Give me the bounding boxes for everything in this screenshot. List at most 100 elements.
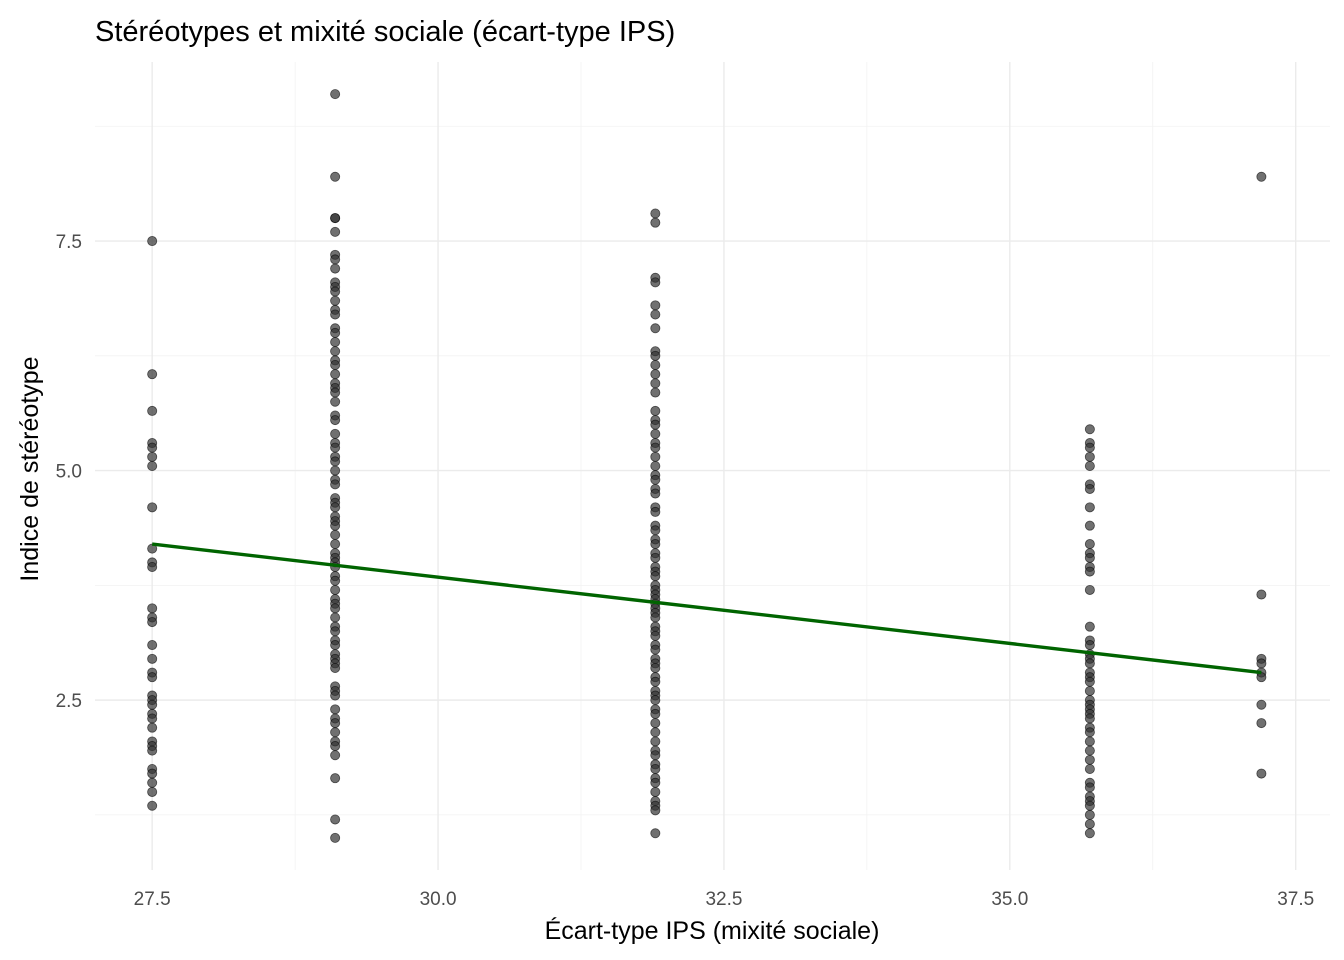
data-point (330, 814, 341, 825)
data-point (330, 254, 341, 265)
data-point (650, 663, 661, 674)
data-point (650, 805, 661, 816)
data-point (147, 442, 158, 453)
data-point (650, 552, 661, 563)
major-gridlines (95, 62, 1330, 870)
y-tick-label: 2.5 (56, 691, 82, 712)
data-point (650, 323, 661, 334)
data-point (1084, 621, 1095, 632)
data-point (330, 171, 341, 182)
data-point (330, 309, 341, 320)
data-point (650, 727, 661, 738)
data-point (330, 346, 341, 357)
data-point (147, 768, 158, 779)
data-point (330, 263, 341, 274)
data-point (650, 539, 661, 550)
data-point (330, 442, 341, 453)
data-point (147, 786, 158, 797)
data-point (1084, 451, 1095, 462)
y-axis-title: Indice de stéréotype (16, 356, 44, 581)
data-point (330, 539, 341, 550)
data-point (650, 708, 661, 719)
data-point (330, 520, 341, 531)
data-point (1256, 699, 1267, 710)
data-point (1084, 809, 1095, 820)
data-point (147, 745, 158, 756)
data-point (650, 786, 661, 797)
data-point (330, 456, 341, 467)
data-point (650, 736, 661, 747)
data-point (330, 603, 341, 614)
data-point (330, 213, 341, 224)
data-point (650, 442, 661, 453)
data-point (1084, 424, 1095, 435)
data-point (147, 369, 158, 380)
minor-gridlines (95, 62, 1330, 870)
data-point (147, 699, 158, 710)
data-point (330, 832, 341, 843)
data-point (147, 640, 158, 651)
data-point (650, 405, 661, 416)
data-point (147, 617, 158, 628)
data-point (147, 603, 158, 614)
data-point (147, 713, 158, 724)
data-point (650, 208, 661, 219)
data-point (1084, 552, 1095, 563)
data-point (330, 387, 341, 398)
data-point (650, 525, 661, 536)
data-point (330, 690, 341, 701)
data-point (330, 584, 341, 595)
data-point (1084, 676, 1095, 687)
data-point (330, 626, 341, 637)
data-point (330, 295, 341, 306)
data-point (330, 529, 341, 540)
data-point (1084, 764, 1095, 775)
data-point (330, 465, 341, 476)
data-point (650, 451, 661, 462)
y-tick-label: 7.5 (56, 232, 82, 253)
data-point (1084, 713, 1095, 724)
data-point (330, 640, 341, 651)
data-point (1084, 685, 1095, 696)
trend-line (151, 542, 1262, 675)
data-point (1256, 589, 1267, 600)
data-point (1084, 442, 1095, 453)
data-point (330, 704, 341, 715)
data-point (330, 750, 341, 761)
data-point (1256, 658, 1267, 669)
data-points (147, 89, 1267, 843)
data-point (650, 750, 661, 761)
data-point (650, 277, 661, 288)
data-point (1084, 539, 1095, 550)
data-point (1084, 483, 1095, 494)
data-point (1084, 782, 1095, 793)
data-point (650, 359, 661, 370)
data-point (330, 773, 341, 784)
data-point (147, 405, 158, 416)
data-point (1256, 718, 1267, 729)
data-point (330, 479, 341, 490)
chart-title: Stéréotypes et mixité sociale (écart-typ… (95, 16, 675, 48)
data-point (330, 741, 341, 752)
data-point (650, 428, 661, 439)
data-point (650, 612, 661, 623)
data-point (1084, 819, 1095, 830)
trend-line-group (151, 542, 1262, 675)
x-axis-ticks: 27.5 30.0 32.5 35.0 37.5 (134, 889, 1315, 910)
data-point (147, 653, 158, 664)
data-point (330, 663, 341, 674)
x-tick-label: 27.5 (134, 889, 171, 910)
data-point (1084, 754, 1095, 765)
data-point (147, 800, 158, 811)
data-point (1256, 171, 1267, 182)
data-point (330, 396, 341, 407)
data-point (147, 236, 158, 247)
x-tick-label: 35.0 (991, 889, 1028, 910)
data-point (1084, 584, 1095, 595)
data-point (650, 488, 661, 499)
data-point (147, 543, 158, 554)
data-point (330, 612, 341, 623)
data-point (650, 777, 661, 788)
data-point (650, 387, 661, 398)
